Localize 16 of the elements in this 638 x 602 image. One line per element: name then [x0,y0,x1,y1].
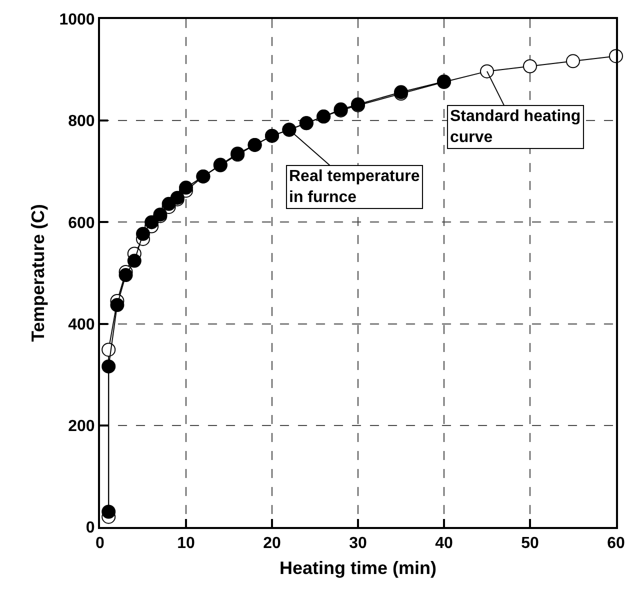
x-tick-label: 30 [349,535,367,552]
y-tick-label: 600 [68,214,95,232]
y-tick-label: 400 [68,316,95,334]
x-tick-label: 40 [435,535,453,552]
y-tick-label: 0 [86,520,95,537]
x-tick-label: 50 [521,535,539,552]
y-axis-title: Temperature (C) [28,204,48,342]
x-tick-label: 20 [263,535,281,552]
x-axis-title: Heating time (min) [279,558,437,578]
annotation: Standard heating curve [450,108,581,146]
y-tick-label: 200 [68,418,95,435]
y-tick-label: 800 [68,113,95,130]
x-tick-label: 10 [177,535,195,552]
x-tick-label: 60 [607,535,625,552]
annotation: Real temperature in furnce [289,168,420,206]
y-tick-label: 1000 [59,12,95,29]
